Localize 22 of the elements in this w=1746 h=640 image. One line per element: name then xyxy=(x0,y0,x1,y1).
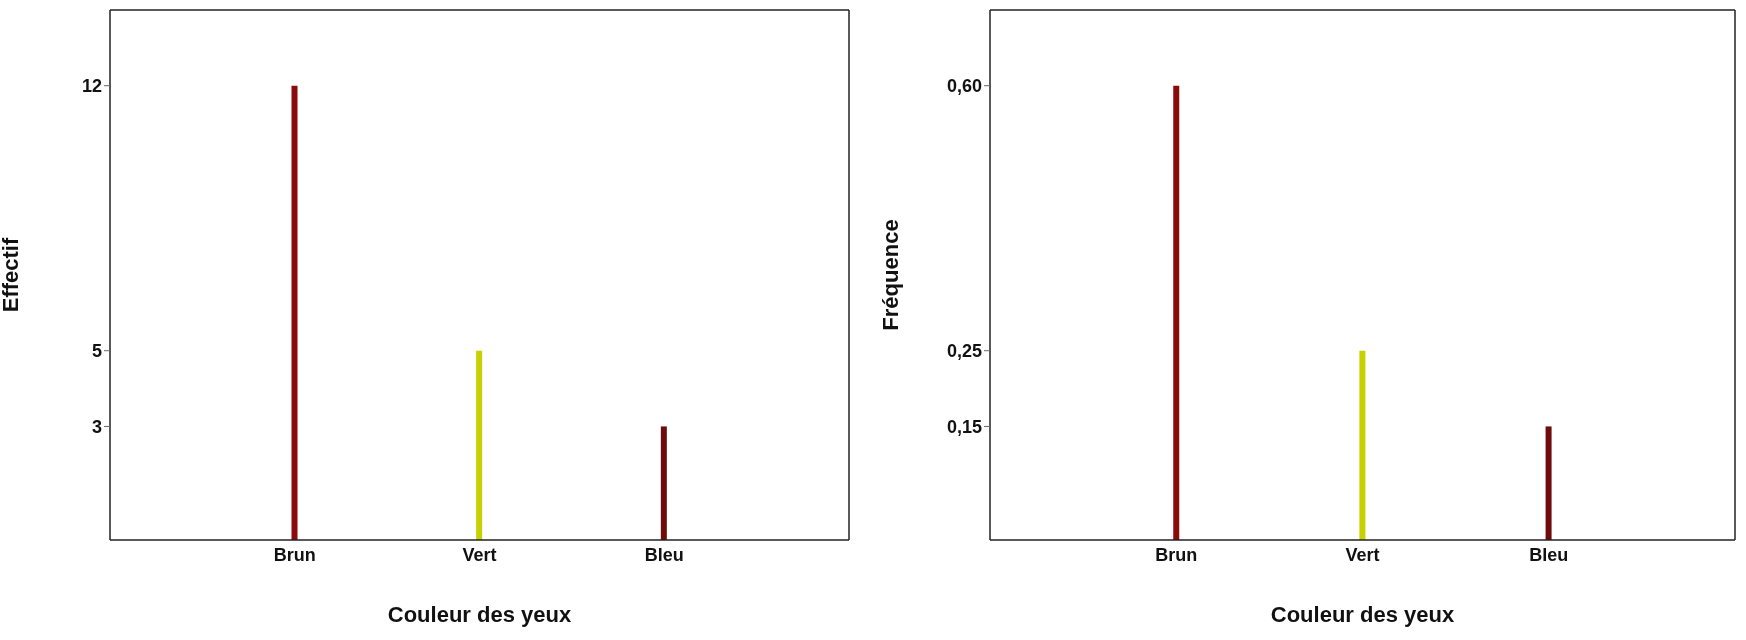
x-axis-title: Couleur des yeux xyxy=(1270,602,1455,627)
x-tick-label: Brun xyxy=(1155,544,1198,565)
x-axis-title: Couleur des yeux xyxy=(387,602,572,627)
bar xyxy=(1359,350,1366,540)
bar xyxy=(476,350,483,540)
y-axis-title: Fréquence xyxy=(877,219,903,331)
x-tick-label: Vert xyxy=(462,544,497,565)
x-tick-label: Bleu xyxy=(644,544,684,565)
y-tick-label: 0,15 xyxy=(946,416,982,437)
y-tick-label: 0,25 xyxy=(946,341,982,362)
y-tick-label: 5 xyxy=(91,341,102,362)
x-tick-label: Vert xyxy=(1345,544,1380,565)
y-tick-label: 12 xyxy=(81,76,102,97)
bar xyxy=(1173,85,1180,540)
bar xyxy=(1545,426,1552,540)
x-tick-label: Brun xyxy=(273,544,316,565)
y-axis-title: Effectif xyxy=(0,237,23,313)
x-tick-label: Bleu xyxy=(1529,544,1569,565)
bar xyxy=(291,85,298,540)
bar xyxy=(660,426,667,540)
y-tick-label: 3 xyxy=(91,416,102,437)
y-tick-label: 0,60 xyxy=(946,76,982,97)
